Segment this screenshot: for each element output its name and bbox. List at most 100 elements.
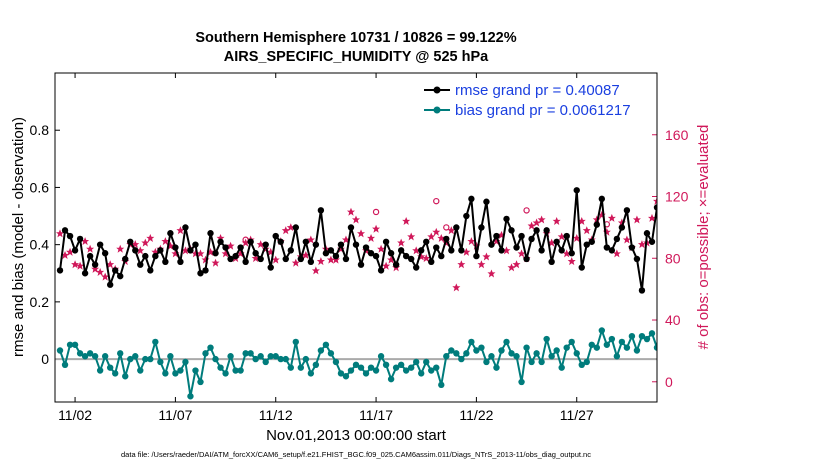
bias-point [182, 358, 189, 366]
rmse-point [418, 247, 425, 254]
bias-point [122, 373, 129, 380]
bias-point [277, 355, 284, 363]
rmse-point [593, 221, 600, 228]
rmse-point [297, 255, 305, 263]
obs-evaluated-point [804, 211, 812, 219]
rmse-point [122, 255, 129, 263]
rmse-point [438, 252, 445, 260]
bias-point [132, 353, 139, 360]
rmse-point [513, 244, 520, 251]
rmse-point [212, 250, 219, 257]
rmse-point [382, 238, 390, 245]
obs-evaluated-point [753, 243, 761, 251]
bias-point [142, 355, 149, 363]
bias-point [257, 353, 264, 360]
bias-point [242, 350, 249, 357]
bias-point [302, 355, 310, 363]
rmse-point [538, 247, 545, 254]
rmse-point [523, 255, 530, 263]
rmse-point [413, 264, 420, 271]
bias-point [418, 370, 425, 377]
rmse-point [242, 258, 249, 266]
bias-point [202, 350, 209, 357]
rmse-point [101, 250, 109, 257]
obs-evaluated-point [814, 249, 822, 257]
bias-point [784, 353, 790, 359]
rmse-point [498, 247, 505, 254]
rmse-point [824, 190, 830, 196]
rmse-point [493, 232, 500, 240]
legend-bias-label: bias grand pr = 0.0061217 [455, 102, 631, 119]
rmse-point [754, 253, 760, 259]
bias-point [61, 361, 69, 369]
bias-point [468, 338, 475, 346]
bias-point [152, 338, 159, 346]
rmse-point [558, 247, 565, 254]
bias-point [167, 353, 174, 360]
rmse-point [127, 238, 134, 245]
bias-point [347, 367, 355, 374]
rmse-point [453, 224, 460, 231]
rmse-point [433, 244, 440, 251]
rmse-point [448, 247, 455, 254]
rmse-point [759, 230, 765, 236]
rmse-point [553, 238, 560, 245]
obs-evaluated-point [819, 236, 827, 244]
bias-point [799, 376, 805, 382]
rmse-point [739, 241, 745, 247]
bias-point [588, 341, 595, 348]
rmse-point [377, 267, 385, 274]
rmse-point [653, 204, 657, 211]
legend: rmse grand pr = 0.40087 bias grand pr = … [424, 82, 631, 119]
rmse-point [779, 256, 785, 262]
obs-evaluated-point [773, 222, 781, 230]
rmse-point [724, 241, 730, 247]
bias-point [232, 367, 239, 374]
obs-evaluated-point [824, 214, 830, 222]
bias-point [428, 367, 435, 374]
bias-point [774, 347, 780, 353]
bias-point [217, 364, 224, 371]
rmse-point [608, 247, 616, 254]
obs-evaluated-point [673, 240, 681, 248]
rmse-point [659, 241, 665, 247]
bias-point [207, 344, 214, 351]
rmse-point [272, 232, 279, 240]
rmse-point [352, 241, 360, 248]
bias-point [669, 333, 675, 339]
bias-point [749, 342, 755, 348]
rmse-point [147, 267, 154, 274]
rmse-point [458, 247, 465, 254]
bias-point [101, 353, 109, 360]
rmse-point [372, 252, 380, 260]
x-tick-label: 11/12 [259, 407, 293, 423]
rmse-point [91, 261, 99, 268]
bias-point [453, 350, 460, 357]
rmse-point [443, 235, 450, 243]
legend-rmse-marker [433, 86, 441, 94]
bias-point [297, 364, 305, 371]
bias-line [59, 329, 657, 398]
rmse-point [61, 227, 69, 234]
bias-point [824, 373, 830, 379]
rmse-point [367, 250, 375, 257]
rmse-point [222, 244, 229, 251]
rmse-point [749, 219, 755, 225]
rmse-point [643, 230, 651, 237]
rmse-point [473, 252, 480, 260]
bias-point [157, 358, 164, 366]
obs-evaluated-point [793, 254, 801, 262]
bias-point [719, 347, 725, 353]
bias-point [262, 358, 269, 366]
rmse-point [292, 224, 299, 231]
rmse-point [322, 250, 330, 257]
obs-evaluated-point [663, 229, 671, 237]
rmse-point [347, 224, 355, 231]
rmse-point [628, 244, 636, 251]
x-tick-label: 11/17 [359, 407, 393, 423]
obs-evaluated-point [768, 240, 776, 248]
rmse-point [172, 244, 179, 251]
rmse-point [794, 210, 800, 216]
x-tick-label: 11/27 [560, 407, 594, 423]
